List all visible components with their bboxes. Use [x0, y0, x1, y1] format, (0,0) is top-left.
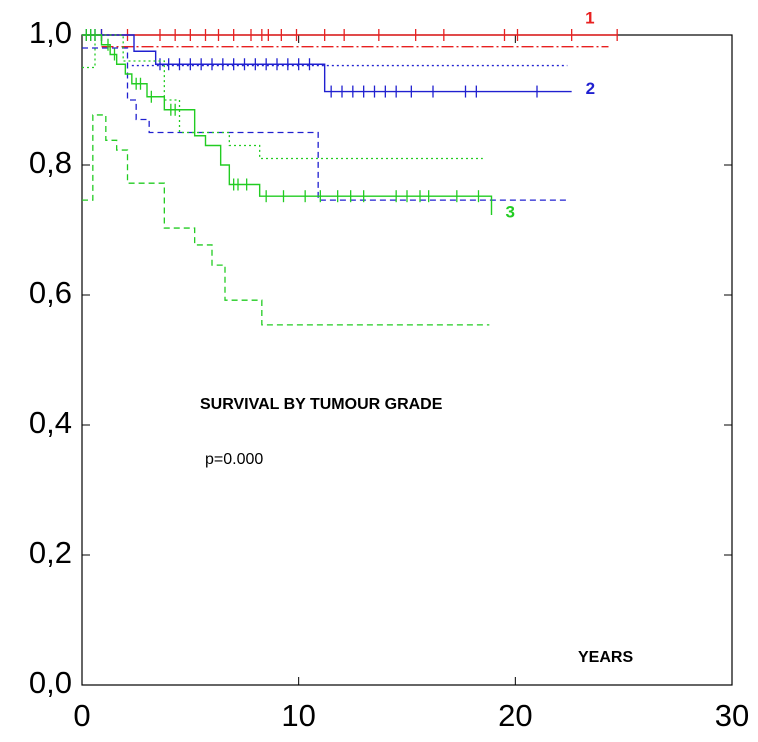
p-value: p=0.000 — [205, 451, 263, 468]
y-tick-label: 0,4 — [29, 405, 72, 440]
x-tick-label: 10 — [281, 698, 315, 733]
chart-title: SURVIVAL BY TUMOUR GRADE — [200, 396, 443, 413]
confidence-line — [82, 34, 483, 160]
survival-curve — [82, 34, 493, 216]
y-tick-label: 0,6 — [29, 275, 72, 310]
y-tick-label: 1,0 — [29, 15, 72, 50]
confidence-line — [82, 114, 490, 326]
x-tick-label: 30 — [715, 698, 749, 733]
x-axis-label: YEARS — [578, 649, 633, 666]
x-tick-label: 0 — [73, 698, 90, 733]
series-label: 2 — [586, 79, 595, 98]
survival-curve — [82, 34, 572, 93]
x-tick-label: 20 — [498, 698, 532, 733]
y-tick-label: 0,8 — [29, 145, 72, 180]
series-label: 1 — [585, 8, 594, 27]
confidence-line — [82, 47, 570, 201]
series-label: 3 — [506, 203, 515, 222]
y-tick-label: 0,0 — [29, 665, 72, 700]
y-tick-label: 0,2 — [29, 535, 72, 570]
